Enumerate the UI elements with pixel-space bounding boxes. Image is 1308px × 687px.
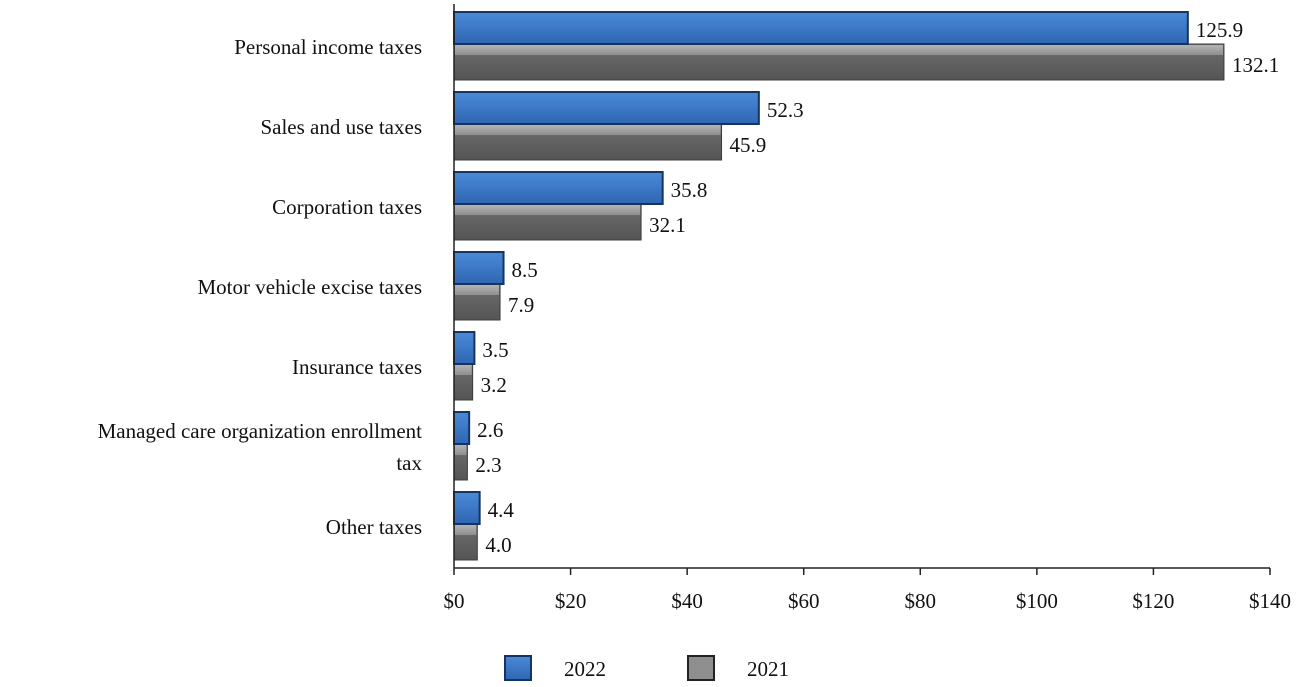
- bar-2022-sales-and-use-taxes: [453, 91, 760, 125]
- bar-2022-corporation-taxes: [453, 171, 664, 205]
- value-label-2022-motor-vehicle-excise-taxes: 8.5: [512, 258, 538, 282]
- category-label-personal-income-taxes: Personal income taxes: [234, 35, 422, 59]
- category-label-other-taxes: Other taxes: [326, 515, 422, 539]
- bar-2021-highlight-personal-income-taxes: [455, 45, 1223, 55]
- bar-2021-highlight-corporation-taxes: [455, 205, 641, 215]
- x-axis: $0 $20 $40 $60 $80 $100 $120 $140: [444, 4, 1291, 613]
- x-tick-label-100: $100: [1016, 589, 1058, 613]
- value-label-2022-corporation-taxes: 35.8: [671, 178, 708, 202]
- bar-2022-personal-income-taxes: [453, 11, 1189, 45]
- category-label-motor-vehicle-excise-taxes: Motor vehicle excise taxes: [198, 275, 423, 299]
- x-tick-label-140: $140: [1249, 589, 1291, 613]
- category-label-corporation-taxes: Corporation taxes: [272, 195, 422, 219]
- legend-swatch-2022: [504, 655, 532, 681]
- value-label-2021-sales-and-use-taxes: 45.9: [730, 133, 767, 157]
- value-labels: 125.9 132.1 52.345.9 35.8 32.1 8.5 7.93.5 3.2 2.…: [475, 18, 1279, 557]
- bar-2022-other-taxes: [453, 491, 481, 525]
- bar-2022-motor-vehicle-excise-taxes: [453, 251, 505, 285]
- x-tick-label-60: $60: [788, 589, 820, 613]
- value-label-2021-other-taxes: 4.0: [485, 533, 511, 557]
- category-labels: Personal income taxes Sales and use taxes…: [98, 35, 423, 539]
- value-label-2021-corporation-taxes: 32.1: [649, 213, 686, 237]
- bar-2021-highlight-insurance-taxes: [455, 365, 472, 375]
- value-label-2021-motor-vehicle-excise-taxes: 7.9: [508, 293, 534, 317]
- value-label-2021-personal-income-taxes: 132.1: [1232, 53, 1279, 77]
- x-tick-label-120: $120: [1132, 589, 1174, 613]
- value-label-2021-managed-care-organization-enrollment-tax: 2.3: [475, 453, 501, 477]
- legend-label-2022: 2022: [564, 657, 606, 681]
- bar-2021-highlight-sales-and-use-taxes: [455, 125, 721, 135]
- bar-2021-highlight-motor-vehicle-excise-taxes: [455, 285, 500, 295]
- value-label-2022-sales-and-use-taxes: 52.3: [767, 98, 804, 122]
- bar-2021-highlight-managed-care-organization-enrollment-tax: [455, 445, 467, 455]
- bar-2021-highlight-other-taxes: [455, 525, 477, 535]
- value-label-2021-insurance-taxes: 3.2: [481, 373, 507, 397]
- bars-layer: [453, 11, 1225, 561]
- x-tick-label-20: $20: [555, 589, 587, 613]
- value-label-2022-managed-care-organization-enrollment-tax: 2.6: [477, 418, 503, 442]
- category-label-insurance-taxes: Insurance taxes: [292, 355, 422, 379]
- legend-swatch-2021: [687, 655, 715, 681]
- category-label-managed-care-organization-enrollment-tax-line1: Managed care organization enrollment: [98, 419, 423, 443]
- x-tick-label-80: $80: [905, 589, 937, 613]
- value-label-2022-insurance-taxes: 3.5: [482, 338, 508, 362]
- value-label-2022-personal-income-taxes: 125.9: [1196, 18, 1243, 42]
- category-label-sales-and-use-taxes: Sales and use taxes: [260, 115, 422, 139]
- legend-label-2021: 2021: [747, 657, 789, 681]
- x-tick-label-40: $40: [671, 589, 703, 613]
- x-tick-label-0: $0: [444, 589, 465, 613]
- bar-2022-managed-care-organization-enrollment-tax: [453, 411, 471, 445]
- bar-2022-insurance-taxes: [453, 331, 476, 365]
- value-label-2022-other-taxes: 4.4: [488, 498, 515, 522]
- category-label-managed-care-organization-enrollment-tax-line2: tax: [396, 451, 422, 475]
- legend: 2022 2021: [504, 655, 789, 681]
